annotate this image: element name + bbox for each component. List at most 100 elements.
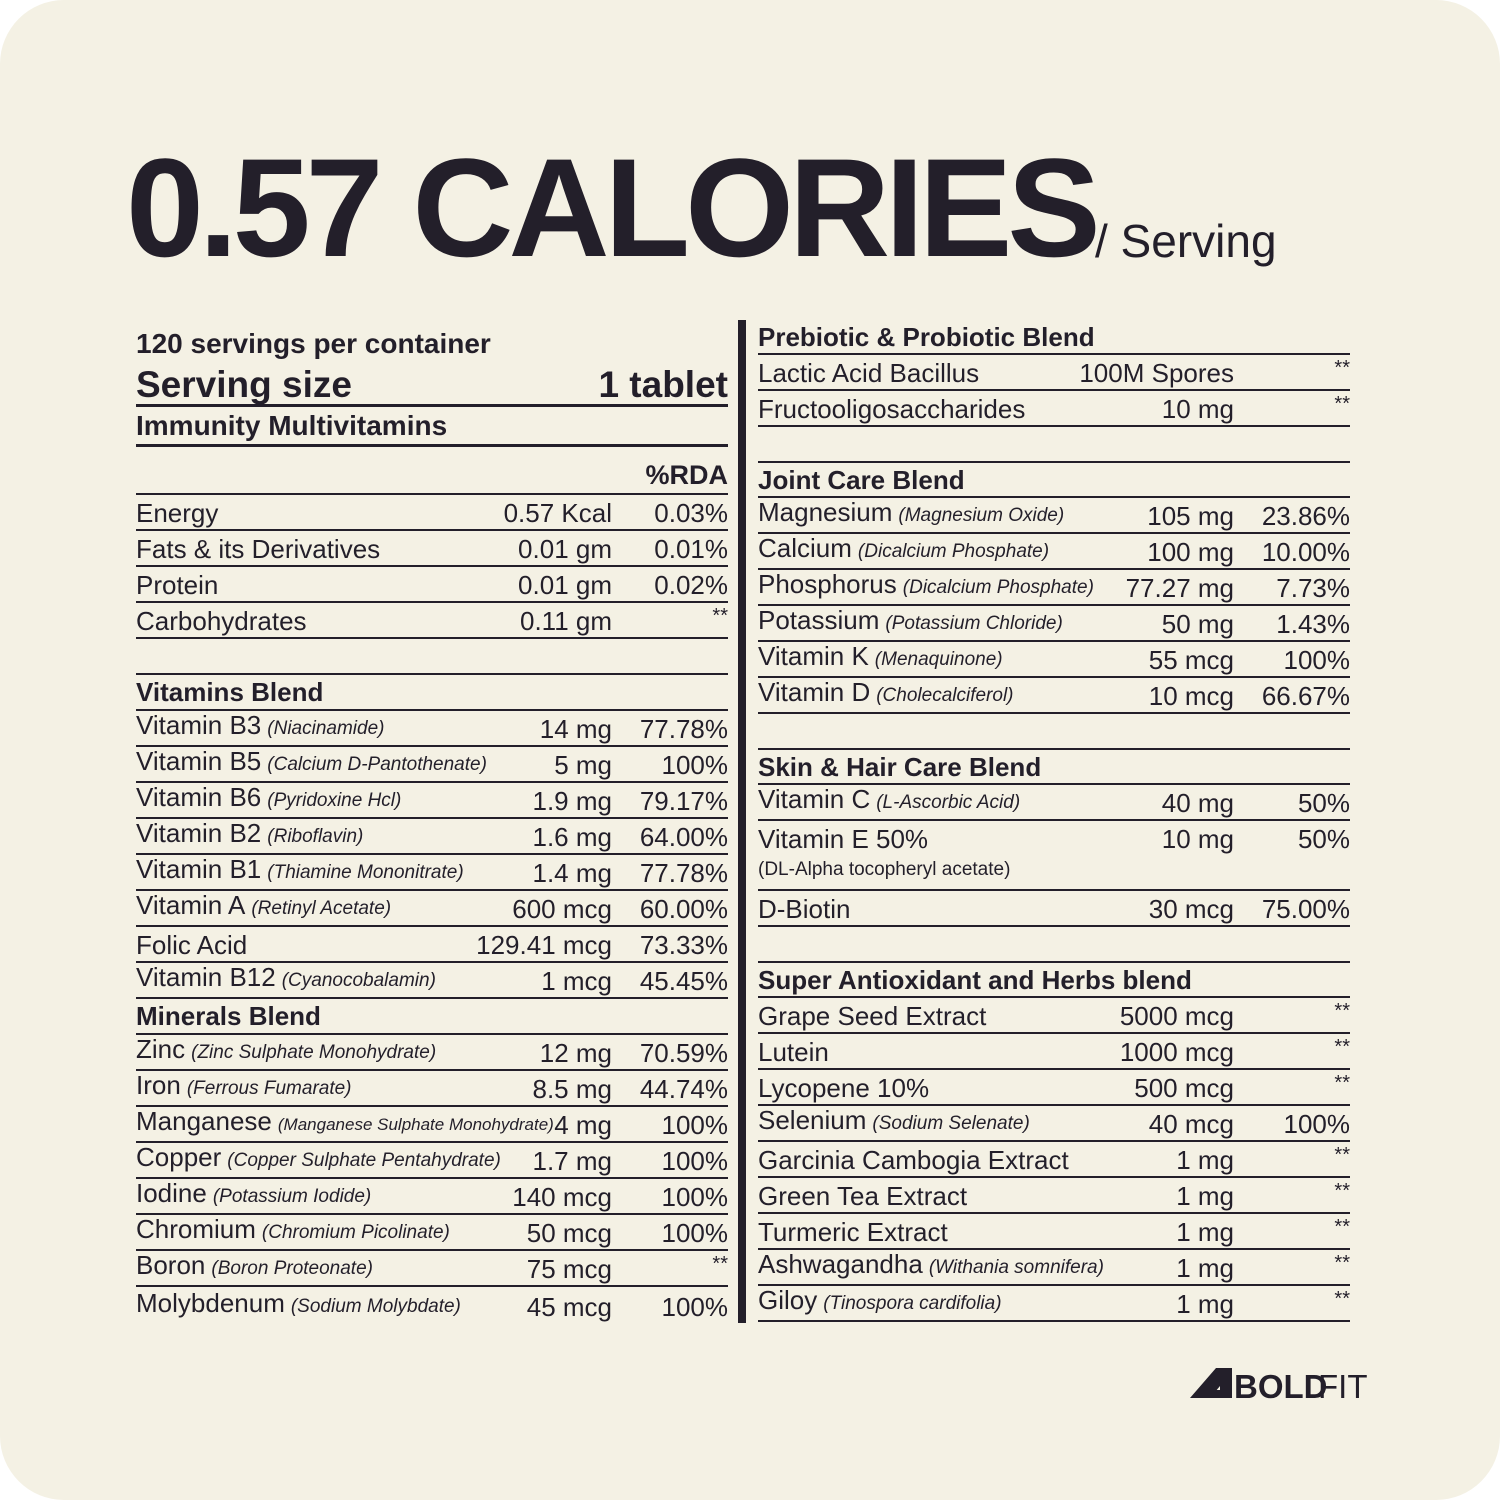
nutrient-source: (Dicalcium Phosphate) xyxy=(857,541,1050,562)
nutrient-source: (Chromium Picolinate) xyxy=(261,1222,450,1243)
serving-size: 1 tablet xyxy=(598,364,728,405)
nutrient-row: Manganese (Manganese Sulphate Monohydrate… xyxy=(136,1105,729,1143)
section-title: Vitamins Blend xyxy=(136,675,728,711)
nutrient-amount: 500 mcg xyxy=(1134,1073,1234,1103)
nutrient-name-cell: Copper (Copper Sulphate Pentahydrate) xyxy=(136,1141,533,1177)
nutrient-rda: ** xyxy=(1334,1000,1350,1022)
nutrient-name-cell: Ashwagandha (Withania somnifera) xyxy=(758,1248,1176,1284)
nutrient-name: Vitamin K xyxy=(758,641,869,671)
nutrient-name-cell: Carbohydrates xyxy=(136,605,520,637)
nutrient-name: Chromium xyxy=(136,1214,256,1244)
nutrient-name: Calcium xyxy=(758,533,852,563)
nutrient-source: (Tinospora cardifolia) xyxy=(823,1293,1002,1314)
nutrient-rda: 0.01% xyxy=(654,534,728,564)
nutrient-name: D-Biotin xyxy=(758,894,851,924)
nutrient-rda: ** xyxy=(1334,1252,1350,1274)
nutrient-rda: ** xyxy=(1334,1288,1350,1310)
nutrient-row: Molybdenum (Sodium Molybdate) 45 mcg 100% xyxy=(136,1287,728,1323)
nutrient-name: Vitamin C xyxy=(758,784,871,814)
section-title: Super Antioxidant and Herbs blend xyxy=(758,963,1350,998)
nutrient-row: Vitamin B2 (Riboflavin) 1.6 mg 64.00% xyxy=(136,818,728,855)
nutrient-name-cell: Garcinia Cambogia Extract xyxy=(758,1144,1176,1176)
nutrient-row: Vitamin A (Retinyl Acetate) 600 mcg 60.00% xyxy=(136,889,728,927)
nutrient-amount: 1 mg xyxy=(1176,1145,1234,1175)
nutrient-amount: 1 mg xyxy=(1176,1181,1234,1211)
brand-light: FIT xyxy=(1318,1368,1367,1402)
nutrient-source: (Copper Sulphate Pentahydrate) xyxy=(227,1150,501,1171)
nutrient-name-cell: Potassium (Potassium Chloride) xyxy=(758,604,1162,640)
section-title: Prebiotic & Probiotic Blend xyxy=(758,320,1350,355)
nutrient-amount: 77.27 mg xyxy=(1125,573,1234,603)
nutrient-row: Green Tea Extract 1 mg ** xyxy=(758,1178,1350,1214)
nutrient-amount: 1.4 mg xyxy=(532,858,613,888)
nutrient-source: (Zinc Sulphate Monohydrate) xyxy=(191,1042,437,1063)
nutrient-name: Fructooligosaccharides xyxy=(758,394,1026,424)
nutrient-name-cell: Vitamin A (Retinyl Acetate) xyxy=(136,889,512,925)
nutrient-rda: 100% xyxy=(661,1110,729,1140)
nutrient-name-cell: Vitamin D (Cholecalciferol) xyxy=(758,676,1149,712)
nutrient-rda: 100% xyxy=(661,1182,729,1212)
nutrient-name: Vitamin B5 xyxy=(136,746,262,776)
nutrient-name-cell: Boron (Boron Proteonate) xyxy=(136,1249,527,1285)
nutrient-row: Iron (Ferrous Fumarate) 8.5 mg 44.74% xyxy=(136,1070,728,1107)
divider xyxy=(738,320,746,1323)
nutrient-rda: ** xyxy=(712,1253,728,1275)
nutrient-amount: 0.57 Kcal xyxy=(503,498,612,528)
nutrient-row: Vitamin B12 (Cyanocobalamin) 1 mcg 45.45% xyxy=(136,962,728,999)
nutrient-source: (Dicalcium Phosphate) xyxy=(902,577,1094,598)
nutrient-name: Vitamin E 50% xyxy=(758,824,929,854)
section-title: Joint Care Blend xyxy=(758,463,1350,498)
nutrient-rda: 73.33% xyxy=(639,930,728,960)
nutrient-row: Fats & its Derivatives 0.01 gm 0.01% xyxy=(136,531,728,567)
nutrient-name: Lutein xyxy=(758,1037,829,1067)
nutrient-name: Carbohydrates xyxy=(136,606,307,636)
nutrient-source: (Sodium Selenate) xyxy=(872,1113,1030,1134)
nutrient-amount: 14 mg xyxy=(539,714,612,744)
left-column: 120 servings per container Serving size … xyxy=(136,325,728,1323)
nutrient-row: Vitamin B1 (Thiamine Mononitrate) 1.4 mg 77… xyxy=(136,853,728,891)
nutrient-rda: 0.03% xyxy=(654,498,728,528)
nutrient-name-cell: Vitamin B1 (Thiamine Mononitrate) xyxy=(136,853,533,889)
nutrient-name-cell: Manganese (Manganese Sulphate Monohydrate… xyxy=(136,1105,554,1141)
nutrient-name: Green Tea Extract xyxy=(758,1181,968,1211)
nutrient-source: (Menaquinone) xyxy=(874,649,1003,670)
nutrient-rda: 100% xyxy=(1283,1109,1351,1139)
nutrient-row: Lactic Acid Bacillus 100M Spores ** xyxy=(758,355,1350,391)
nutrient-name: Magnesium xyxy=(758,497,893,527)
spacer xyxy=(758,427,1350,463)
nutrient-source: (Magnesium Oxide) xyxy=(898,505,1065,526)
nutrient-amount: 10 mg xyxy=(1161,394,1234,424)
nutrient-name-cell: Zinc (Zinc Sulphate Monohydrate) xyxy=(136,1033,540,1069)
nutrient-name-cell: Folic Acid xyxy=(136,929,476,961)
nutrient-name: Selenium xyxy=(758,1105,867,1135)
nutrient-source: (Retinyl Acetate) xyxy=(251,898,392,919)
nutrient-amount: 1 mcg xyxy=(541,966,612,996)
spacer xyxy=(136,639,728,675)
nutrient-rda: 77.78% xyxy=(639,714,728,744)
nutrient-name-cell: Lactic Acid Bacillus xyxy=(758,357,1079,389)
nutrient-name: Lycopene 10% xyxy=(758,1073,930,1103)
nutrient-amount: 45 mcg xyxy=(526,1292,612,1322)
nutrient-source: (Riboflavin) xyxy=(267,826,364,847)
nutrient-amount: 1.6 mg xyxy=(532,822,613,852)
headline: 0.57 CALORIES xyxy=(126,129,1101,286)
nutrient-name: Energy xyxy=(136,498,219,528)
right-column: Prebiotic & Probiotic Blend Lactic Acid B… xyxy=(758,320,1350,1322)
nutrient-rda: ** xyxy=(1334,1180,1350,1202)
nutrient-row: D-Biotin 30 mcg 75.00% xyxy=(758,891,1350,927)
nutrient-rda: ** xyxy=(1334,1144,1350,1166)
serving-size-label: Serving size xyxy=(136,364,352,405)
nutrient-name: Protein xyxy=(136,570,219,600)
section: Energy 0.57 Kcal 0.03% Fats & its Derivativ… xyxy=(136,495,728,639)
nutrient-name-cell: Grape Seed Extract xyxy=(758,1000,1120,1032)
nutrient-detail: (DL-Alpha tocopheryl acetate) xyxy=(758,859,1011,880)
nutrient-name-cell: Phosphorus (Dicalcium Phosphate) xyxy=(758,568,1126,604)
nutrient-amount: 100M Spores xyxy=(1079,358,1234,388)
nutrient-name-cell: Chromium (Chromium Picolinate) xyxy=(136,1213,527,1249)
nutrient-rda: 70.59% xyxy=(639,1038,728,1068)
nutrient-name: Boron xyxy=(136,1250,206,1280)
nutrient-row: Energy 0.57 Kcal 0.03% xyxy=(136,495,728,531)
nutrient-row: Selenium (Sodium Selenate) 40 mcg 100% xyxy=(758,1105,1351,1142)
nutrient-amount: 50 mcg xyxy=(526,1218,612,1248)
nutrient-name: Vitamin B6 xyxy=(136,782,262,812)
